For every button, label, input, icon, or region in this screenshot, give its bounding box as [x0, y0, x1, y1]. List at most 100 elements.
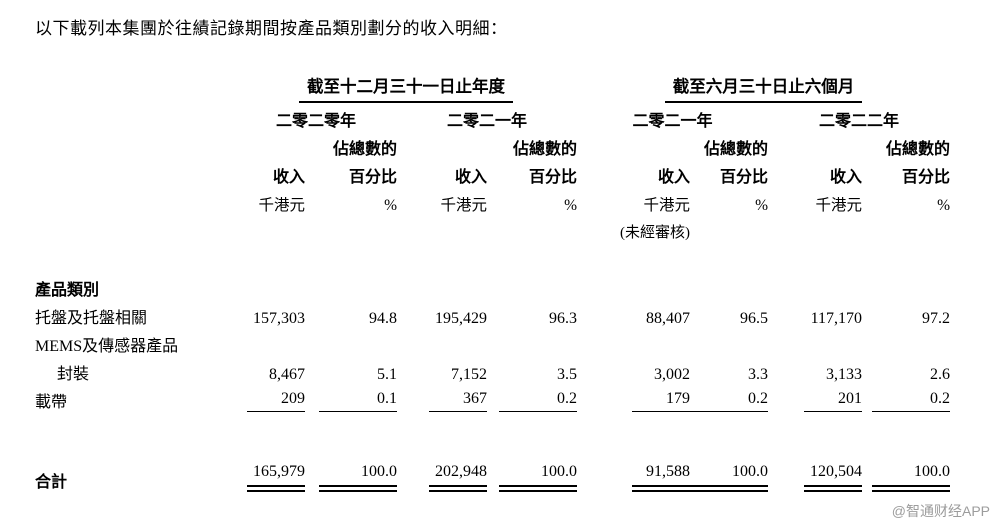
group-header-interim-label: 截至六月三十日止六個月 [664, 73, 863, 103]
revenue-by-product-table: 截至十二月三十一日止年度 截至六月三十日止六個月 二零二零年 二零二一年 二零二… [35, 69, 950, 492]
pct-cell: 3.3 [748, 366, 768, 383]
underlined-value: 209 [247, 390, 305, 412]
row-label: 載帶 [35, 394, 68, 411]
total-value: 91,588 [646, 463, 690, 480]
double-rule [247, 485, 305, 492]
empty-cell [35, 159, 235, 187]
underlined-value: 0.2 [690, 390, 768, 412]
pct-cell: 94.8 [369, 310, 397, 327]
row-label: 托盤及托盤相關 [35, 310, 148, 327]
watermark: @智通财经APP [891, 503, 990, 519]
pct-cell: 0.2 [690, 384, 768, 412]
empty-cell [35, 103, 235, 131]
pct-cell: 0.2 [487, 384, 577, 412]
group-header-row: 截至十二月三十一日止年度 截至六月三十日止六個月 [35, 69, 950, 103]
total-value: 100.0 [541, 463, 577, 480]
table-row-mems-label: MEMS及傳感器產品 [35, 328, 950, 356]
revenue-cell: 3,133 [826, 366, 862, 383]
section-header: 產品類別 [35, 282, 100, 299]
underlined-value: 0.1 [319, 390, 397, 412]
underlined-value: 179 [632, 390, 690, 412]
year-label-2021: 二零二一年 [446, 113, 527, 130]
total-pct-cell: 100.0 [862, 452, 950, 492]
table-row-total: 合計 165,979 100.0 202,948 100.0 91,588 10… [35, 452, 950, 492]
underlined-value: 201 [804, 390, 862, 412]
revenue-cell: 3,002 [654, 366, 690, 383]
pct-of-total-label: 佔總數的 [703, 141, 768, 158]
unit-percent: % [755, 197, 768, 214]
total-revenue-cell: 91,588 [577, 452, 690, 492]
year-header-row: 二零二零年 二零二一年 二零二一年 二零二二年 [35, 103, 950, 131]
revenue-column-label: 收入 [657, 169, 690, 186]
total-value: 202,948 [435, 463, 487, 480]
pct-column-label: 百分比 [901, 169, 950, 186]
unit-hkd: 千港元 [815, 197, 862, 214]
pct-column-label: 百分比 [348, 169, 397, 186]
revenue-cell: 8,467 [269, 366, 305, 383]
revenue-cell: 117,170 [810, 310, 862, 327]
revenue-cell: 367 [397, 384, 487, 412]
total-value: 120,504 [810, 463, 862, 480]
pct-column-label: 百分比 [719, 169, 768, 186]
revenue-cell: 157,303 [253, 310, 305, 327]
total-value: 165,979 [253, 463, 305, 480]
total-pct-cell: 100.0 [487, 452, 577, 492]
row-label: 封裝 [57, 366, 90, 383]
intro-text: 以下載列本集團於往績記錄期間按產品類別劃分的收入明細： [35, 19, 508, 38]
unit-hkd: 千港元 [643, 197, 690, 214]
year-label-2020: 二零二零年 [275, 113, 356, 130]
pct-cell: 2.6 [930, 366, 950, 383]
empty-cell [35, 131, 235, 159]
pct-of-total-label: 佔總數的 [885, 141, 950, 158]
total-value: 100.0 [914, 463, 950, 480]
pct-cell: 97.2 [922, 310, 950, 327]
underlined-value: 367 [429, 390, 487, 412]
revenue-cell: 88,407 [646, 310, 690, 327]
total-value: 100.0 [361, 463, 397, 480]
revenue-cell: 195,429 [435, 310, 487, 327]
year-label-2021-interim: 二零二一年 [632, 113, 713, 130]
revenue-column-label: 收入 [454, 169, 487, 186]
total-revenue-cell: 202,948 [397, 452, 487, 492]
unit-hkd: 千港元 [258, 197, 305, 214]
pct-of-total-label: 佔總數的 [332, 141, 397, 158]
pct-of-total-label: 佔總數的 [512, 141, 577, 158]
underlined-value: 0.2 [499, 390, 577, 412]
pct-cell: 3.5 [557, 366, 577, 383]
group-header-interim: 截至六月三十日止六個月 [577, 69, 950, 103]
double-rule [499, 485, 577, 492]
double-rule [429, 485, 487, 492]
pct-cell: 96.3 [549, 310, 577, 327]
table-row-packaging: 封裝 8,467 5.1 7,152 3.5 3,002 3.3 3,133 2… [35, 356, 950, 384]
total-pct-cell: 100.0 [690, 452, 768, 492]
revenue-cell: 201 [768, 384, 862, 412]
group-header-annual: 截至十二月三十一日止年度 [235, 69, 577, 103]
unaudited-row: (未經審核) [35, 215, 950, 242]
revenue-cell: 209 [235, 384, 305, 412]
double-rule [632, 485, 690, 492]
revenue-column-label: 收入 [829, 169, 862, 186]
total-revenue-cell: 120,504 [768, 452, 862, 492]
revenue-column-label: 收入 [272, 169, 305, 186]
pct-cell: 0.2 [862, 384, 950, 412]
column-name-row: 收入 百分比 收入 百分比 收入 百分比 收入 百分比 [35, 159, 950, 187]
unit-percent: % [384, 197, 397, 214]
table-row-trays: 托盤及托盤相關 157,303 94.8 195,429 96.3 88,407… [35, 300, 950, 328]
section-header-row: 產品類別 [35, 242, 950, 300]
group-header-annual-label: 截至十二月三十一日止年度 [299, 73, 513, 103]
pct-column-label: 百分比 [528, 169, 577, 186]
total-revenue-cell: 165,979 [235, 452, 305, 492]
revenue-cell: 7,152 [451, 366, 487, 383]
pct-cell: 0.1 [305, 384, 397, 412]
double-rule [804, 485, 862, 492]
unit-percent: % [937, 197, 950, 214]
double-rule [872, 485, 950, 492]
unaudited-note: (未經審核) [620, 225, 690, 241]
pct-cell: 96.5 [740, 310, 768, 327]
document-page: 以下載列本集團於往績記錄期間按產品類別劃分的收入明細： 截至十二月三十一日止年度… [35, 19, 950, 492]
total-label: 合計 [35, 474, 68, 491]
empty-cell [35, 69, 235, 103]
pct-of-total-row: 佔總數的 佔總數的 佔總數的 佔總數的 [35, 131, 950, 159]
revenue-cell: 179 [577, 384, 690, 412]
empty-cell [35, 187, 235, 215]
